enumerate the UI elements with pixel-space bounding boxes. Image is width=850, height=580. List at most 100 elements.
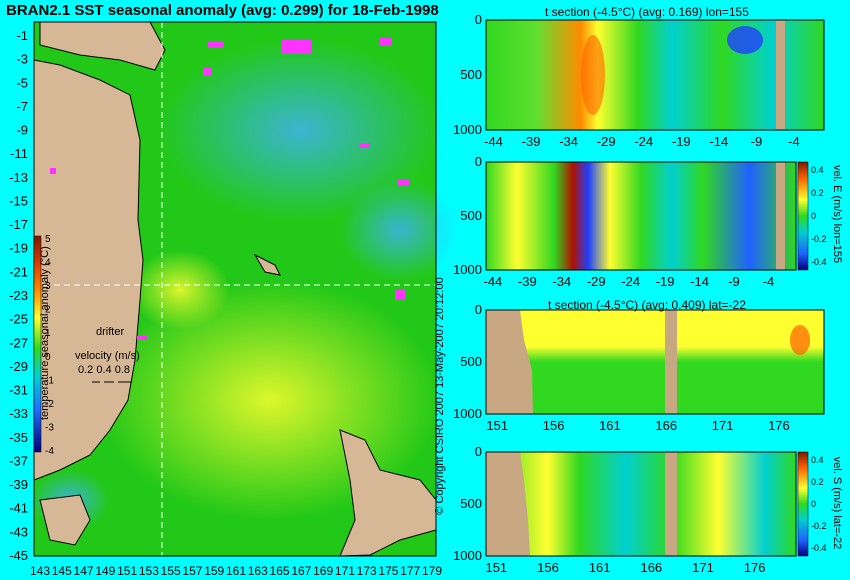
section-x-tick-label: 171 — [692, 560, 714, 575]
map-colorbar-tick-label: -2 — [45, 399, 54, 410]
map-colorbar-tick-label: -3 — [45, 422, 54, 433]
map-y-tick-label: -43 — [9, 524, 28, 539]
drifter-marker — [203, 68, 211, 76]
section-y-tick-label: 500 — [460, 354, 482, 369]
map-x-tick-label: 169 — [313, 564, 333, 578]
vel-colorbar-tick-label: 0.2 — [811, 477, 824, 487]
warm-anomaly-patch — [581, 35, 605, 115]
section-x-tick-label: -29 — [597, 134, 616, 149]
section-x-tick-label: -14 — [709, 134, 728, 149]
map-y-tick-label: -1 — [16, 28, 28, 43]
map-colorbar-tick-labels: 5 4 3 2 1 0 -1 -2 -3 -4 — [45, 234, 54, 457]
map-y-tick-label: -21 — [9, 264, 28, 279]
land-profile — [486, 452, 530, 556]
map-x-tick-label: 149 — [95, 564, 115, 578]
warm-anomaly-patch — [790, 325, 810, 355]
section-y-tick-label: 0 — [475, 444, 482, 459]
section-x-tick-label: 156 — [543, 418, 565, 433]
section-x-tick-label: -19 — [656, 274, 675, 289]
warm-anomaly-patch — [130, 250, 230, 330]
section-panel-t-lat — [485, 309, 825, 415]
vel-colorbar — [797, 451, 809, 557]
map-y-tick-label: -33 — [9, 406, 28, 421]
map-x-tick-label: 177 — [400, 564, 420, 578]
map-x-tick-label: 173 — [357, 564, 377, 578]
map-y-tick-label: -7 — [16, 99, 28, 114]
new-guinea-land — [39, 21, 166, 71]
section-y-tick-label: 0 — [475, 154, 482, 169]
drifter-marker — [50, 168, 56, 174]
section-x-tick-label: 176 — [744, 560, 766, 575]
map-y-tick-label: -19 — [9, 241, 28, 256]
map-x-tick-label: 175 — [378, 564, 398, 578]
section-y-tick-label: 500 — [460, 208, 482, 223]
section-y-tick-label: 1000 — [453, 548, 482, 563]
map-x-tick-label: 165 — [270, 564, 290, 578]
cool-anomaly-patch — [727, 26, 763, 54]
map-colorbar-tick-label: 2 — [45, 305, 51, 316]
map-y-tick-label: -9 — [16, 123, 28, 138]
section-heatmap — [486, 310, 824, 414]
section-x-tick-label: 176 — [768, 418, 790, 433]
section-x-tick-label: 166 — [655, 418, 677, 433]
map-y-tick-label: -15 — [9, 193, 28, 208]
map-colorbar-tick-label: 4 — [45, 258, 51, 269]
vel-colorbar — [797, 161, 809, 271]
map-colorbar-tick-label: 0 — [45, 352, 51, 363]
panel-frame — [485, 451, 797, 557]
section-x-tick-label: 151 — [485, 560, 507, 575]
map-x-tick-label: 161 — [226, 564, 246, 578]
velocity-label: velocity (m/s) — [75, 350, 140, 362]
map-colorbar-tick-label: 3 — [45, 281, 51, 292]
drifter-marker — [395, 290, 405, 300]
drifter-marker — [282, 40, 312, 54]
drifter-marker — [380, 38, 392, 46]
map-colorbar-tick-label: -4 — [45, 446, 54, 457]
map-y-tick-label: -37 — [9, 453, 28, 468]
map-y-tick-labels: -1 -3 -5 -7 -9 -11 -13 -15 -17 -19 -21 -23 -25 -27 -29… — [9, 28, 28, 563]
panel-frame — [485, 19, 825, 131]
map-x-tick-label: 179 — [422, 564, 442, 578]
vel-colorbar-tick-label: -0.2 — [811, 521, 827, 531]
section-x-tick-label: 161 — [599, 418, 621, 433]
drifter-markers — [50, 38, 409, 340]
map-x-tick-label: 147 — [74, 564, 94, 578]
section-x-tick-label: -39 — [518, 274, 537, 289]
panel-frame — [485, 309, 825, 415]
map-y-tick-label: -11 — [10, 146, 28, 161]
map-y-tick-label: -39 — [9, 477, 28, 492]
map-title: BRAN2.1 SST seasonal anomaly (avg: 0.299… — [6, 2, 439, 19]
cool-anomaly-patch — [160, 40, 440, 220]
vel-colorbar-tick-label: 0.4 — [811, 165, 824, 175]
map-x-tick-label: 171 — [335, 564, 355, 578]
section-heatmap — [486, 162, 796, 270]
map-y-tick-label: -5 — [16, 75, 28, 90]
section-panel-vel-s — [485, 451, 809, 557]
section-y-tick-label: 0 — [475, 302, 482, 317]
map-x-tick-label: 159 — [204, 564, 224, 578]
map-x-tick-label: 155 — [161, 564, 181, 578]
section-x-tick-label: -39 — [522, 134, 541, 149]
drifter-label: drifter — [96, 326, 125, 338]
map-colorbar-tick-label: 5 — [45, 234, 51, 245]
velocity-values: 0.2 0.4 0.8 — [78, 364, 130, 376]
map-x-tick-label: 145 — [52, 564, 72, 578]
section-panel-vel-e — [485, 161, 809, 271]
section-x-tick-label: 171 — [712, 418, 734, 433]
map-y-tick-label: -13 — [9, 170, 28, 185]
section-y-tick-label: 0 — [475, 12, 482, 27]
map-x-tick-label: 143 — [30, 564, 50, 578]
tasmania-land — [39, 494, 91, 546]
map-y-tick-label: -41 — [9, 501, 28, 516]
vel-s-colorbar-label: vel. S (m/s) lat=-22 — [831, 456, 843, 550]
section-x-tick-label: -19 — [672, 134, 691, 149]
map-x-tick-label: 153 — [139, 564, 159, 578]
section-x-tick-label: -29 — [587, 274, 606, 289]
drifter-marker — [360, 143, 370, 148]
map-y-tick-label: -27 — [9, 335, 28, 350]
map-x-tick-label: 151 — [117, 564, 137, 578]
section-x-tick-label: -9 — [751, 134, 763, 149]
